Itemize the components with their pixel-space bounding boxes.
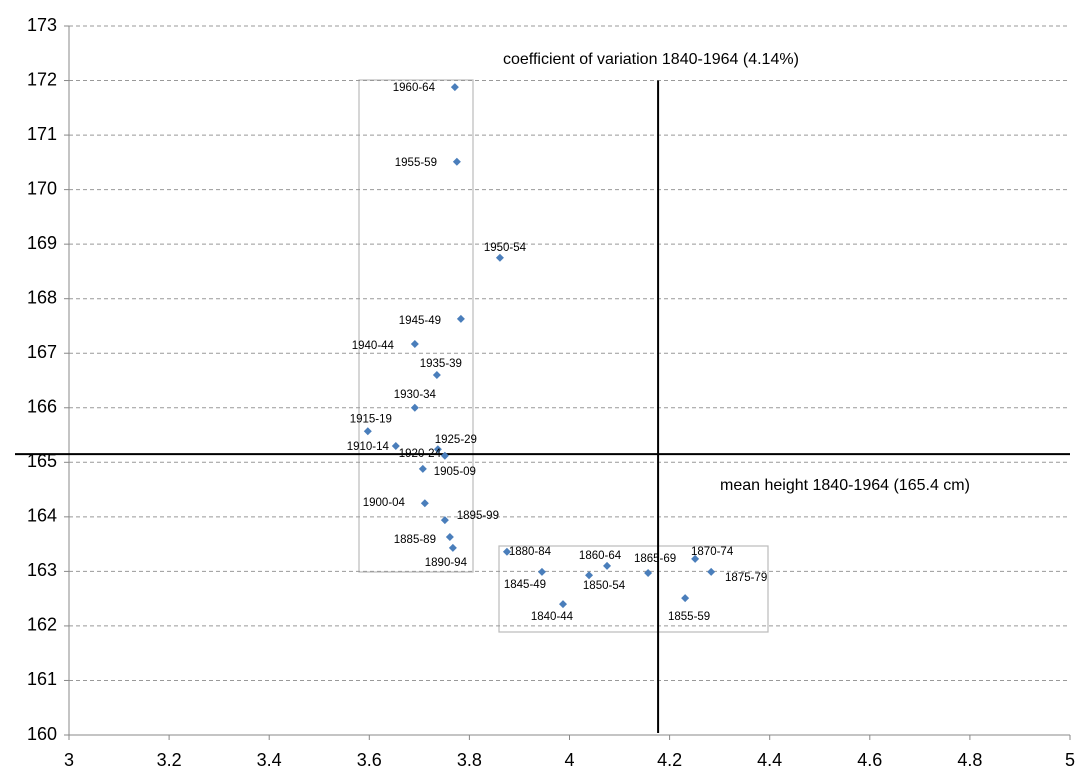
point	[448, 543, 457, 552]
point	[391, 441, 400, 450]
x-tick-label: 3.6	[357, 750, 382, 770]
point	[418, 464, 427, 473]
point	[450, 83, 459, 92]
point-label: 1940-44	[352, 340, 395, 352]
x-tick-label: 3	[64, 750, 74, 770]
y-tick-label: 164	[27, 506, 57, 526]
point	[452, 157, 461, 166]
point	[585, 571, 594, 580]
x-tick-label: 4.8	[957, 750, 982, 770]
point-label: 1955-59	[395, 157, 437, 169]
y-tick-label: 162	[27, 615, 57, 635]
y-tick-label: 170	[27, 178, 57, 198]
y-tick-label: 165	[27, 451, 57, 471]
y-tick-label: 173	[27, 15, 57, 35]
x-tick-label: 4.4	[757, 750, 782, 770]
point-label: 1845-49	[504, 579, 546, 591]
point	[445, 533, 454, 542]
point-label: 1850-54	[583, 580, 626, 592]
y-tick-label: 161	[27, 669, 57, 689]
point	[432, 371, 441, 380]
point	[440, 451, 449, 460]
annotation: coefficient of variation 1840-1964 (4.14…	[503, 51, 799, 68]
point	[420, 499, 429, 508]
point-label: 1860-64	[579, 550, 622, 562]
point-label: 1950-54	[484, 242, 527, 254]
point-label: 1895-99	[457, 510, 499, 522]
x-tick-label: 4.2	[657, 750, 682, 770]
x-tick-label: 5	[1065, 750, 1075, 770]
y-tick-label: 169	[27, 233, 57, 253]
point	[440, 516, 449, 525]
point	[410, 339, 419, 348]
point-label: 1915-19	[350, 413, 392, 425]
point-label: 1910-14	[347, 441, 390, 453]
point	[495, 253, 504, 262]
point-label: 1865-69	[634, 553, 676, 565]
point	[644, 569, 653, 578]
point-label: 1920-24	[399, 448, 442, 460]
point	[433, 445, 442, 454]
point	[502, 547, 511, 556]
point-label: 1930-34	[394, 389, 437, 401]
y-tick-label: 166	[27, 397, 57, 417]
y-tick-label: 168	[27, 287, 57, 307]
point-label: 1900-04	[363, 497, 406, 509]
point	[691, 554, 700, 563]
annotation: mean height 1840-1964 (165.4 cm)	[720, 477, 970, 494]
point-label: 1885-89	[394, 534, 436, 546]
x-tick-label: 3.2	[157, 750, 182, 770]
point	[537, 567, 546, 576]
y-tick-label: 163	[27, 560, 57, 580]
point-label: 1890-94	[425, 557, 468, 569]
x-tick-label: 4.6	[857, 750, 882, 770]
x-tick-label: 3.8	[457, 750, 482, 770]
y-tick-label: 160	[27, 724, 57, 744]
x-tick-label: 3.4	[257, 750, 282, 770]
y-tick-label: 172	[27, 69, 57, 89]
point	[456, 314, 465, 323]
point	[410, 403, 419, 412]
point-label: 1855-59	[668, 611, 710, 623]
point	[603, 561, 612, 570]
point-label: 1935-39	[420, 358, 462, 370]
point	[681, 594, 690, 603]
point-label: 1880-84	[509, 546, 552, 558]
group-box	[358, 79, 474, 573]
point-label: 1875-79	[725, 572, 767, 584]
y-tick-label: 171	[27, 124, 57, 144]
y-tick-label: 167	[27, 342, 57, 362]
point-label: 1960-64	[393, 82, 436, 94]
point-label: 1905-09	[434, 466, 476, 478]
point-label: 1870-74	[691, 546, 734, 558]
point	[558, 600, 567, 609]
point	[707, 567, 716, 576]
group-box	[498, 545, 769, 633]
point-label: 1945-49	[399, 315, 441, 327]
point	[363, 427, 372, 436]
x-tick-label: 4	[564, 750, 574, 770]
point-label: 1840-44	[531, 611, 574, 623]
point-label: 1925-29	[435, 434, 477, 446]
